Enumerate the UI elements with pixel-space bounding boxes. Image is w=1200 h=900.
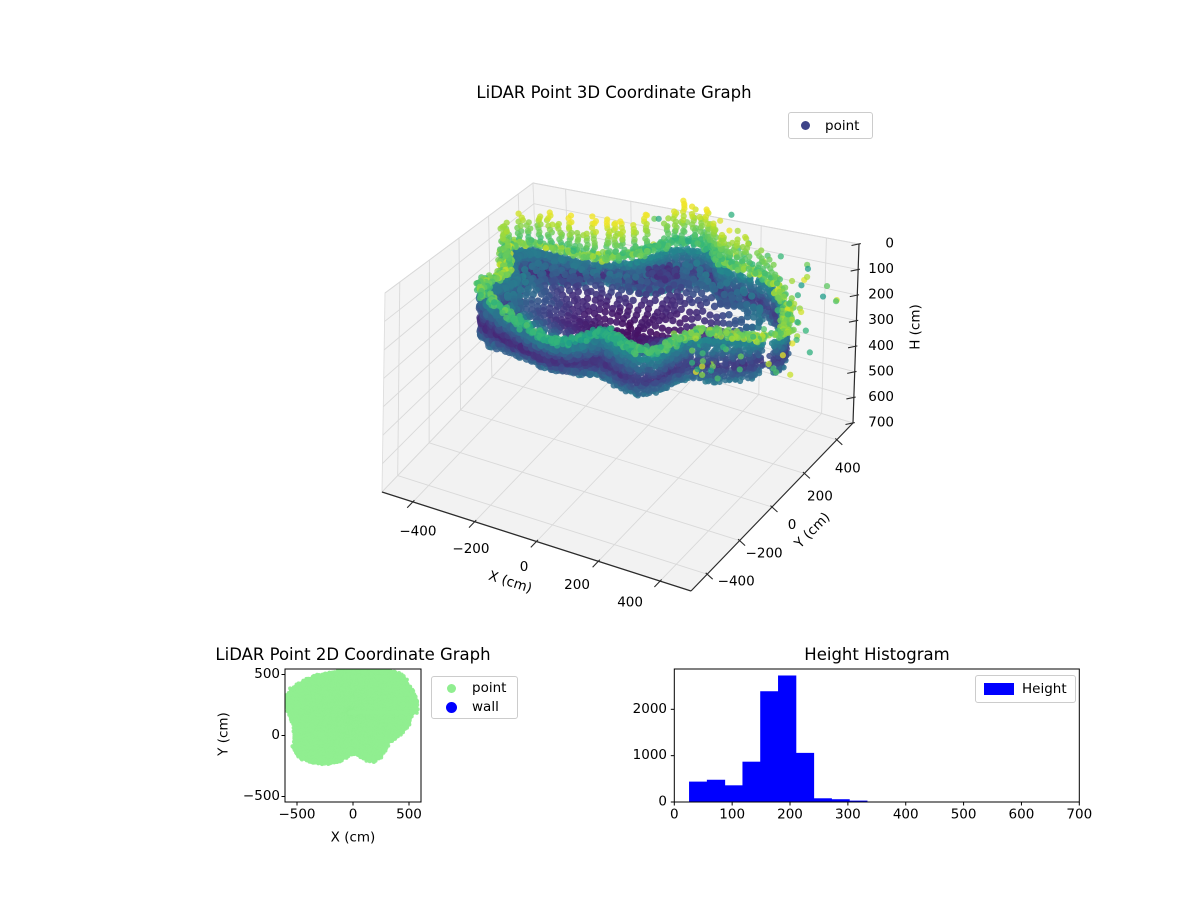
point-2d-marker-icon [447,683,456,693]
point-marker-icon [801,121,810,130]
hist-legend: Height [975,675,1076,703]
plot2d-legend: point wall [431,676,518,719]
plot2d-xlabel: X (cm) [330,829,376,846]
plot3d-legend-label: point [825,117,860,134]
plot2d-ylabel: Y (cm) [215,712,232,756]
plot3d-title: LiDAR Point 3D Coordinate Graph [476,82,752,102]
hist-legend-label: Height [1022,681,1067,697]
hist-title: Height Histogram [804,644,950,664]
plot2d-legend-point-label: point [472,680,507,696]
wall-marker-icon [446,701,457,713]
height-swatch-icon [984,683,1014,695]
plot2d-title: LiDAR Point 2D Coordinate Graph [215,644,491,664]
plot3d-legend: point [788,112,873,139]
plot2d-legend-wall-label: wall [472,699,499,715]
plot3d-zlabel: H (cm) [907,304,924,350]
